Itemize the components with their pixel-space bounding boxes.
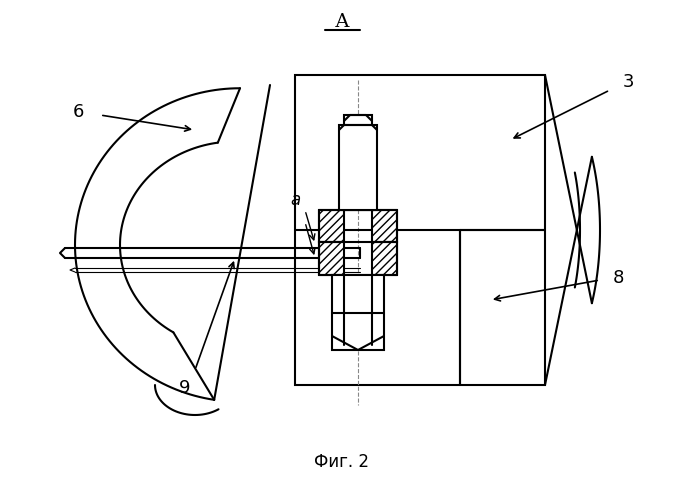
Polygon shape xyxy=(372,210,397,242)
Text: Фиг. 2: Фиг. 2 xyxy=(315,453,369,471)
Polygon shape xyxy=(319,210,344,242)
Polygon shape xyxy=(372,242,397,275)
Text: 6: 6 xyxy=(73,103,83,121)
Bar xyxy=(339,125,377,210)
Text: 8: 8 xyxy=(612,269,624,287)
Bar xyxy=(295,75,545,385)
Bar xyxy=(332,275,384,350)
Polygon shape xyxy=(319,242,344,275)
Text: 3: 3 xyxy=(622,73,634,91)
Text: А: А xyxy=(334,13,350,31)
Bar xyxy=(344,115,372,210)
Text: 9: 9 xyxy=(179,379,191,397)
Text: a: a xyxy=(290,191,300,209)
